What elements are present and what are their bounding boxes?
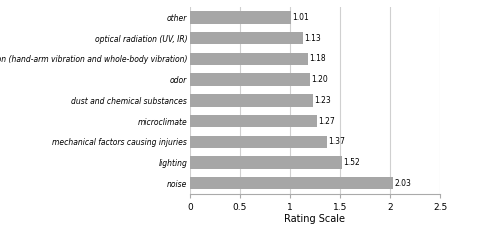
Text: 1.18: 1.18 (310, 54, 326, 63)
Text: 1.37: 1.37 (328, 137, 345, 146)
X-axis label: Rating Scale: Rating Scale (284, 214, 346, 224)
Bar (190, 115, 317, 127)
Text: 1.27: 1.27 (318, 117, 335, 126)
Text: 1.01: 1.01 (292, 13, 309, 22)
Text: 1.52: 1.52 (344, 158, 360, 167)
Bar (190, 11, 291, 24)
Bar (190, 32, 303, 44)
Bar (190, 53, 308, 65)
Text: 1.23: 1.23 (314, 96, 331, 105)
Bar (190, 73, 310, 86)
Text: 1.13: 1.13 (304, 34, 321, 43)
Bar (190, 135, 327, 148)
Bar (190, 177, 393, 189)
Text: 2.03: 2.03 (394, 179, 411, 188)
Bar (190, 156, 342, 169)
Text: 1.20: 1.20 (312, 75, 328, 84)
Bar (190, 94, 313, 106)
